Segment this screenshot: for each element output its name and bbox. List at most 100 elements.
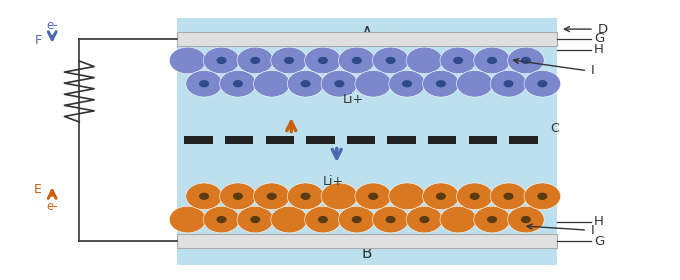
Ellipse shape: [474, 47, 511, 74]
Ellipse shape: [220, 183, 256, 210]
Ellipse shape: [199, 193, 209, 200]
Ellipse shape: [389, 183, 425, 210]
Ellipse shape: [284, 57, 294, 64]
Text: I: I: [590, 64, 594, 77]
Ellipse shape: [271, 47, 307, 74]
Ellipse shape: [169, 47, 206, 74]
Ellipse shape: [436, 193, 446, 200]
Text: B: B: [362, 246, 373, 261]
Ellipse shape: [339, 47, 375, 74]
Ellipse shape: [250, 57, 260, 64]
Ellipse shape: [456, 183, 493, 210]
Ellipse shape: [373, 206, 409, 233]
Ellipse shape: [318, 216, 328, 223]
Bar: [184, 136, 213, 144]
Ellipse shape: [368, 193, 378, 200]
Ellipse shape: [355, 70, 392, 97]
Text: G: G: [594, 32, 605, 45]
Ellipse shape: [440, 47, 477, 74]
Ellipse shape: [537, 193, 547, 200]
Ellipse shape: [420, 216, 430, 223]
Ellipse shape: [490, 70, 527, 97]
Ellipse shape: [186, 70, 222, 97]
Ellipse shape: [301, 193, 311, 200]
Ellipse shape: [456, 70, 493, 97]
Ellipse shape: [389, 70, 425, 97]
Ellipse shape: [203, 206, 240, 233]
Ellipse shape: [422, 183, 459, 210]
Ellipse shape: [440, 206, 477, 233]
Ellipse shape: [402, 80, 412, 87]
Bar: [177, 234, 557, 248]
Ellipse shape: [487, 57, 497, 64]
Bar: [388, 136, 416, 144]
Ellipse shape: [524, 183, 560, 210]
Ellipse shape: [318, 57, 328, 64]
Ellipse shape: [436, 80, 446, 87]
Ellipse shape: [453, 57, 463, 64]
Text: E: E: [34, 183, 42, 196]
Ellipse shape: [237, 206, 273, 233]
Ellipse shape: [321, 70, 358, 97]
Bar: [469, 136, 497, 144]
Ellipse shape: [406, 47, 443, 74]
Ellipse shape: [524, 70, 560, 97]
Ellipse shape: [254, 183, 290, 210]
Ellipse shape: [470, 193, 479, 200]
Text: Li+: Li+: [323, 175, 344, 188]
Ellipse shape: [220, 70, 256, 97]
Ellipse shape: [373, 47, 409, 74]
Ellipse shape: [199, 80, 209, 87]
Ellipse shape: [203, 47, 240, 74]
Ellipse shape: [487, 216, 497, 223]
Ellipse shape: [287, 183, 324, 210]
Ellipse shape: [287, 70, 324, 97]
Text: G: G: [594, 235, 605, 248]
Bar: [347, 136, 375, 144]
Bar: [428, 136, 456, 144]
Ellipse shape: [406, 206, 443, 233]
Ellipse shape: [250, 216, 260, 223]
Text: H: H: [594, 43, 604, 56]
Ellipse shape: [422, 70, 459, 97]
Ellipse shape: [233, 80, 243, 87]
Bar: [177, 18, 557, 265]
Bar: [225, 136, 254, 144]
Text: H: H: [594, 215, 604, 228]
Ellipse shape: [321, 183, 358, 210]
Text: Li+: Li+: [343, 93, 364, 106]
Text: e-: e-: [46, 19, 58, 32]
Bar: [509, 136, 538, 144]
Ellipse shape: [335, 80, 344, 87]
Text: F: F: [35, 34, 42, 47]
Text: D: D: [597, 23, 607, 36]
Ellipse shape: [216, 216, 226, 223]
Ellipse shape: [386, 57, 396, 64]
Ellipse shape: [169, 206, 206, 233]
Ellipse shape: [490, 183, 527, 210]
Ellipse shape: [301, 80, 311, 87]
Ellipse shape: [537, 80, 547, 87]
Ellipse shape: [237, 47, 273, 74]
Bar: [265, 136, 294, 144]
Ellipse shape: [386, 216, 396, 223]
Text: e-: e-: [46, 200, 58, 213]
Ellipse shape: [305, 47, 341, 74]
Bar: [177, 32, 557, 46]
Ellipse shape: [521, 57, 531, 64]
Ellipse shape: [507, 47, 544, 74]
Ellipse shape: [216, 57, 226, 64]
Text: I: I: [590, 224, 594, 237]
Bar: [306, 136, 335, 144]
Text: A: A: [362, 26, 372, 41]
Text: C: C: [550, 122, 559, 136]
Ellipse shape: [186, 183, 222, 210]
Ellipse shape: [305, 206, 341, 233]
Ellipse shape: [521, 216, 531, 223]
Ellipse shape: [355, 183, 392, 210]
Ellipse shape: [474, 206, 511, 233]
Ellipse shape: [507, 206, 544, 233]
Ellipse shape: [339, 206, 375, 233]
Ellipse shape: [271, 206, 307, 233]
Ellipse shape: [352, 216, 362, 223]
